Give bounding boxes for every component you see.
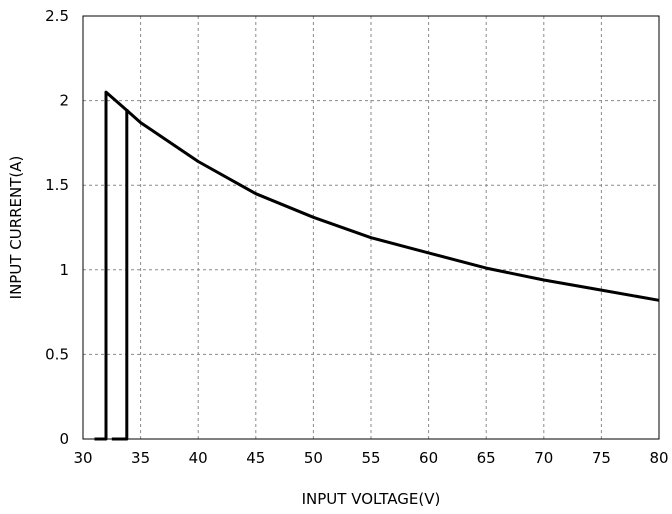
x-tick-label: 35 <box>131 449 150 467</box>
series-line-1 <box>94 90 660 441</box>
series-line-2 <box>111 109 129 441</box>
y-axis-ticks: 0 0.5 1 1.5 2 2.5 <box>45 7 69 448</box>
x-tick-label: 80 <box>649 449 668 467</box>
x-tick-label: 40 <box>189 449 208 467</box>
x-tick-label: 45 <box>246 449 265 467</box>
x-axis-label: INPUT VOLTAGE(V) <box>302 490 441 508</box>
y-tick-label: 0 <box>59 430 69 448</box>
x-tick-label: 55 <box>361 449 380 467</box>
grid <box>83 16 659 439</box>
y-tick-label: 0.5 <box>45 345 69 363</box>
x-tick-label: 50 <box>304 449 323 467</box>
x-tick-label: 70 <box>534 449 553 467</box>
x-tick-label: 30 <box>73 449 92 467</box>
x-tick-label: 75 <box>592 449 611 467</box>
plot-frame <box>82 15 660 440</box>
x-tick-label: 65 <box>477 449 496 467</box>
y-tick-label: 1 <box>59 261 69 279</box>
y-tick-label: 2 <box>59 92 69 110</box>
plot-area <box>94 90 660 441</box>
y-tick-label: 1.5 <box>45 176 69 194</box>
y-axis-label: INPUT CURRENT(A) <box>7 156 25 300</box>
x-axis-ticks: 30 35 40 45 50 55 60 65 70 75 80 <box>73 449 668 467</box>
x-tick-label: 60 <box>419 449 438 467</box>
y-tick-label: 2.5 <box>45 7 69 25</box>
